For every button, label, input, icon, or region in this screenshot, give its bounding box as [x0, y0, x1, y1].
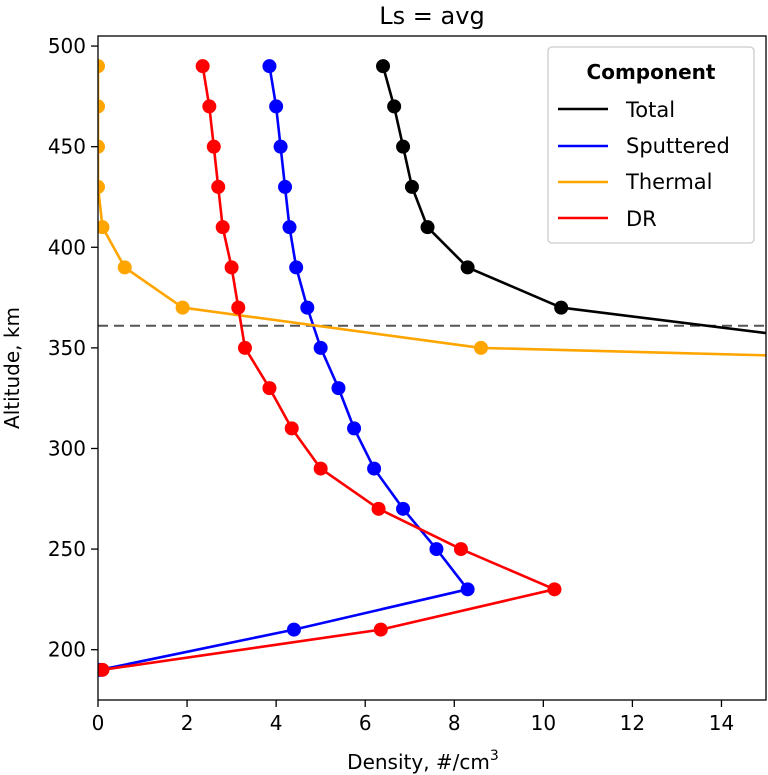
data-point-dr [262, 381, 277, 396]
data-point-dr [215, 220, 230, 235]
legend-entry-sputtered: Sputtered [558, 134, 730, 158]
x-axis-ticks: 0 2 4 6 8 10 12 14 [92, 700, 734, 735]
legend-box [547, 46, 755, 244]
data-point-thermal [473, 340, 488, 355]
series-line-sputtered [99, 65, 469, 672]
data-point-thermal [98, 220, 110, 235]
x-tick-label: 4 [270, 711, 283, 735]
data-point-thermal [117, 260, 132, 275]
y-tick-label: 350 [48, 336, 86, 360]
data-point-sputtered [347, 421, 362, 436]
data-point-total [420, 220, 435, 235]
data-point-sputtered [300, 300, 315, 315]
y-axis-label: Altitude, km [0, 307, 24, 429]
x-tick-label: 10 [531, 711, 556, 735]
data-point-total [396, 139, 411, 154]
y-tick-label: 500 [48, 34, 86, 58]
y-tick-label: 400 [48, 235, 86, 259]
data-point-sputtered [289, 260, 304, 275]
x-tick-label: 8 [448, 711, 461, 735]
data-point-dr [547, 582, 562, 597]
x-tick-label: 6 [359, 711, 372, 735]
data-point-sputtered [278, 179, 293, 194]
legend-label-dr: DR [626, 207, 657, 231]
x-tick-label: 12 [620, 711, 645, 735]
series-dr [98, 59, 562, 677]
data-point-sputtered [273, 139, 288, 154]
data-point-dr [313, 461, 328, 476]
legend-title: Component [587, 60, 716, 84]
data-point-dr [195, 59, 210, 74]
legend-label-thermal: Thermal [625, 170, 712, 194]
data-point-sputtered [396, 501, 411, 516]
legend-label-total: Total [625, 98, 675, 122]
data-point-dr [371, 501, 386, 516]
data-point-dr [224, 260, 239, 275]
data-point-sputtered [269, 99, 284, 114]
data-point-sputtered [313, 340, 328, 355]
legend-label-sputtered: Sputtered [626, 134, 730, 158]
legend: Component Total Sputtered Thermal DR [547, 46, 755, 244]
y-axis-ticks: 200 250 300 350 400 450 500 [48, 34, 98, 662]
series-sputtered [98, 59, 475, 677]
legend-entry-thermal: Thermal [558, 170, 712, 194]
data-point-sputtered [367, 461, 382, 476]
data-point-dr [453, 542, 468, 557]
data-point-total [387, 99, 402, 114]
plot-area [98, 59, 766, 677]
data-point-dr [237, 340, 252, 355]
data-point-sputtered [262, 59, 277, 74]
data-point-sputtered [460, 582, 475, 597]
data-point-total [404, 179, 419, 194]
data-point-sputtered [331, 381, 346, 396]
data-point-dr [284, 421, 299, 436]
data-point-sputtered [286, 622, 301, 637]
data-point-sputtered [282, 220, 297, 235]
y-tick-label: 250 [48, 537, 86, 561]
data-point-dr [211, 179, 226, 194]
series-line-dr [102, 65, 556, 672]
data-point-total [460, 260, 475, 275]
data-point-total [554, 300, 569, 315]
series-thermal [98, 59, 766, 357]
y-tick-label: 450 [48, 135, 86, 159]
series-layer [98, 59, 766, 677]
data-point-thermal [98, 59, 105, 74]
data-point-thermal [98, 99, 105, 114]
y-tick-label: 300 [48, 436, 86, 460]
data-point-thermal [98, 179, 105, 194]
series-total [376, 59, 766, 335]
x-tick-label: 2 [181, 711, 194, 735]
data-point-dr [98, 662, 110, 677]
data-point-dr [373, 622, 388, 637]
y-tick-label: 200 [48, 638, 86, 662]
plot-frame [97, 35, 767, 701]
legend-entry-total: Total [558, 98, 675, 122]
x-tick-label: 14 [709, 711, 734, 735]
x-axis-label: Density, #/cm3 [347, 748, 499, 774]
x-tick-label: 0 [92, 711, 105, 735]
chart-title: Ls = avg [379, 2, 484, 30]
data-point-thermal [175, 300, 190, 315]
data-point-dr [206, 139, 221, 154]
legend-entry-dr: DR [558, 207, 657, 231]
data-point-thermal [98, 139, 105, 154]
data-point-sputtered [429, 542, 444, 557]
data-point-dr [231, 300, 246, 315]
data-point-dr [202, 99, 217, 114]
data-point-total [376, 59, 391, 74]
